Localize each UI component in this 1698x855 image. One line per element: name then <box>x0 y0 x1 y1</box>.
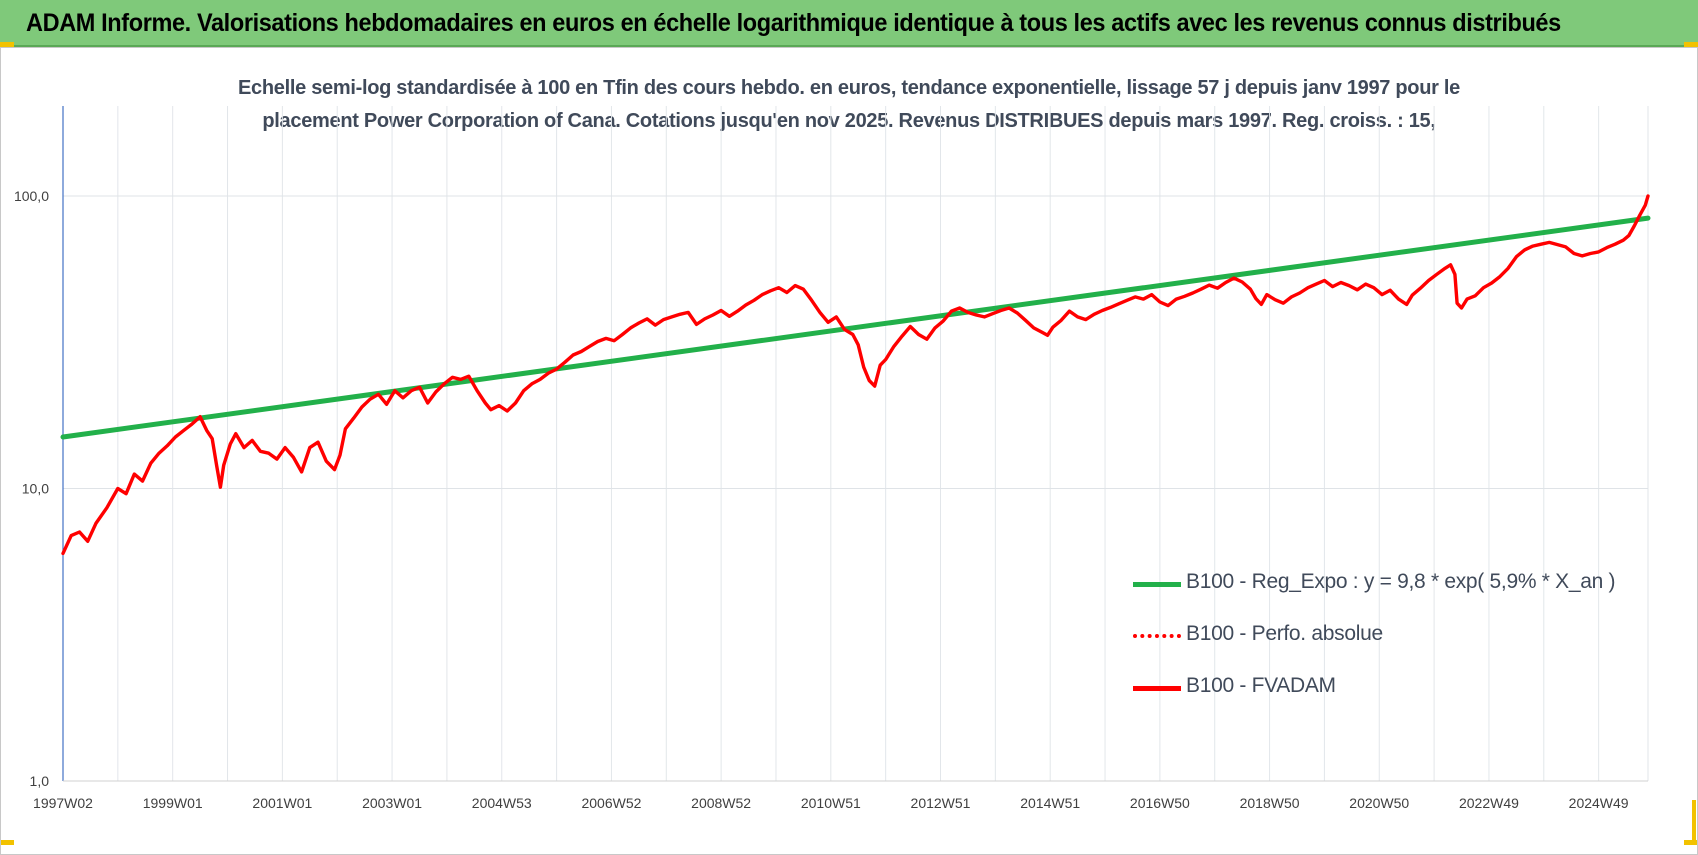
y-tick-label: 10,0 <box>22 481 49 497</box>
axes <box>62 106 1648 782</box>
legend-label-perfo-absolue: B100 - Perfo. absolue <box>1186 622 1383 645</box>
banner-title: ADAM Informe. Valorisations hebdomadaire… <box>26 9 1561 37</box>
y-tick-label: 100,0 <box>14 188 49 204</box>
x-tick-label: 2008W52 <box>691 795 751 811</box>
x-tick-label: 2018W50 <box>1240 795 1300 811</box>
grid-lines <box>63 106 1649 782</box>
y-tick-labels: 1,0 10,0 100,0 <box>14 188 49 789</box>
x-tick-label: 2004W53 <box>472 795 532 811</box>
corner-marker-bottom-left <box>0 840 14 845</box>
x-tick-label: 2003W01 <box>362 795 422 811</box>
legend-swatch-red-dotted <box>1133 634 1181 638</box>
corner-marker-bottom-right <box>1692 800 1696 845</box>
corner-marker-top-left <box>0 42 14 48</box>
x-tick-label: 2006W52 <box>581 795 641 811</box>
corner-marker-top-right <box>1684 42 1698 48</box>
x-tick-label: 2024W49 <box>1569 795 1629 811</box>
x-tick-label: 2020W50 <box>1349 795 1409 811</box>
chart-subtitle-line-1: Echelle semi-log standardisée à 100 en T… <box>238 77 1460 99</box>
x-tick-labels: 1997W02 1999W01 2001W01 2003W01 2004W53 2006W… <box>33 795 1629 811</box>
x-tick-label: 2010W51 <box>801 795 861 811</box>
x-tick-label: 2012W51 <box>911 795 971 811</box>
x-tick-label: 1997W02 <box>33 795 93 811</box>
title-banner: ADAM Informe. Valorisations hebdomadaire… <box>0 0 1698 47</box>
series-line-fvadam <box>61 194 1650 556</box>
legend-swatch-green-solid <box>1133 582 1181 587</box>
legend-swatch-red-solid <box>1133 686 1181 691</box>
series-lines <box>60 194 1651 556</box>
legend-label-reg-expo: B100 - Reg_Expo : y = 9,8 * exp( 5,9% * … <box>1186 570 1616 593</box>
x-tick-label: 2022W49 <box>1459 795 1519 811</box>
legend-label-fvadam: B100 - FVADAM <box>1186 674 1336 697</box>
x-tick-label: 2001W01 <box>252 795 312 811</box>
y-tick-label: 1,0 <box>30 773 50 789</box>
x-tick-label: 1999W01 <box>143 795 203 811</box>
x-tick-label: 2014W51 <box>1020 795 1080 811</box>
corner-marker-bottom-right-base <box>1684 840 1698 845</box>
chart-subtitle-line-2: placement Power Corporation of Cana. Cot… <box>262 110 1436 132</box>
series-line-reg-expo <box>60 215 1651 440</box>
x-tick-label: 2016W50 <box>1130 795 1190 811</box>
